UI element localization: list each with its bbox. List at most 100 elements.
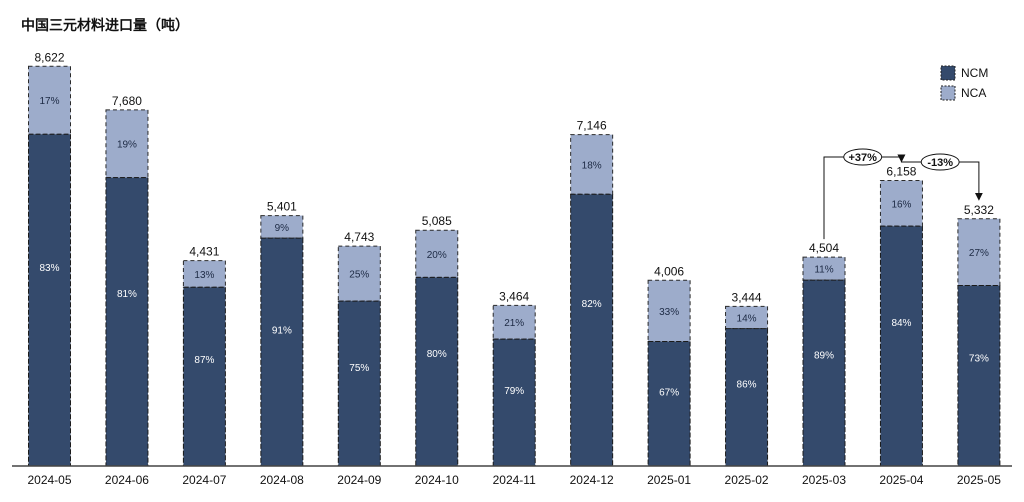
legend-item-nca: NCA [940,85,986,101]
nca-bar-2024-06 [105,109,149,179]
total-label: 7,146 [577,119,607,133]
bar-group-2025-03: 89% 11% 4,504 [802,241,846,467]
ncm-bar-2024-09 [337,300,381,467]
nca-share-label: 19% [117,140,137,151]
bar-group-2024-11: 79% 21% 3,464 [492,289,536,467]
nca-share-label: 11% [814,265,833,276]
nca-bar-2025-04 [879,179,923,227]
annotation-label: -13% [927,157,953,169]
nca-share-label: 33% [659,307,679,318]
total-label: 5,332 [964,203,994,217]
ncm-share-label: 83% [39,263,59,274]
total-label: 7,680 [112,94,142,108]
legend-swatch [940,85,956,101]
nca-share-label: 25% [349,270,369,281]
ncm-share-label: 82% [582,299,602,310]
legend: NCM NCA [940,65,988,101]
bar-group-2025-05: 73% 27% 5,332 [957,203,1001,467]
nca-bar-2024-10 [415,229,459,278]
ncm-share-label: 86% [737,380,757,391]
ncm-bar-2024-10 [415,276,459,467]
x-tick-label: 2024-07 [182,473,226,487]
nca-share-label: 14% [737,313,757,324]
annotation-bubble [843,148,883,166]
ncm-share-label: 80% [427,349,447,360]
total-label: 8,622 [34,50,64,64]
nca-bar-2024-12 [570,134,614,195]
bar-group-2024-09: 75% 25% 4,743 [337,230,381,467]
nca-bar-2024-07 [182,260,226,288]
annotation-0: +37% [823,148,906,240]
ncm-bar-2024-12 [570,193,614,467]
ncm-bar-2024-06 [105,177,149,467]
bar-group-2024-07: 87% 13% 4,431 [182,245,226,467]
total-label: 4,743 [344,230,374,244]
nca-bar-2025-05 [957,218,1001,287]
ncm-share-label: 67% [659,387,679,398]
x-tick-label: 2024-06 [105,473,149,487]
nca-bar-2024-09 [337,245,381,302]
x-tick-label: 2025-01 [647,473,691,487]
x-tick-label: 2024-09 [337,473,381,487]
ncm-bar-2024-07 [182,286,226,467]
bar-group-2024-06: 81% 19% 7,680 [105,94,149,467]
ncm-share-label: 91% [272,325,292,336]
legend-swatch [940,65,956,81]
nca-bar-2025-01 [647,279,691,343]
nca-share-label: 18% [582,160,602,171]
ncm-bar-2024-11 [492,338,536,467]
ncm-share-label: 84% [891,318,911,329]
nca-bar-2024-05 [28,65,71,135]
bar-group-2025-01: 67% 33% 4,006 [647,264,691,467]
x-tick-labels: 2024-05 2024-06 2024-07 2024-08 2024-09 2024-… [27,473,1001,487]
total-label: 5,401 [267,200,297,214]
ncm-bar-2025-05 [957,285,1001,467]
ncm-bar-2025-01 [647,341,691,467]
ncm-bar-2025-03 [802,279,846,467]
bar-group-2025-04: 84% 16% 6,158 [879,164,923,467]
legend-label: NCM [961,66,988,80]
ncm-bar-2025-02 [725,328,769,467]
x-tick-label: 2025-02 [725,473,769,487]
ncm-bar-2024-05 [28,133,71,467]
annotation-1: -13% [900,153,983,201]
bar-group-2024-10: 80% 20% 5,085 [415,214,459,467]
ncm-share-label: 73% [969,354,989,365]
nca-share-label: 20% [427,250,447,261]
bar-group-2024-08: 91% 9% 5,401 [260,200,304,467]
ncm-share-label: 87% [194,355,214,366]
annotation-label: +37% [848,152,877,164]
x-tick-label: 2024-12 [570,473,614,487]
total-label: 4,504 [809,241,839,255]
nca-share-label: 21% [504,318,524,329]
nca-bar-2024-11 [492,304,536,340]
total-label: 3,444 [732,290,762,304]
x-tick-label: 2025-04 [879,473,923,487]
total-label: 4,006 [654,264,684,278]
legend-label: NCA [961,86,986,100]
legend-item-ncm: NCM [940,65,988,81]
x-tick-label: 2025-05 [957,473,1001,487]
bar-group-2024-05: 83% 17% 8,622 [28,50,71,467]
total-label: 6,158 [886,164,916,178]
nca-share-label: 13% [194,270,214,281]
ncm-share-label: 79% [504,386,524,397]
total-label: 3,464 [499,289,529,303]
ncm-share-label: 81% [117,289,137,300]
total-label: 4,431 [189,245,219,259]
nca-share-label: 17% [39,96,59,107]
chart-title: 中国三元材料进口量（吨） [21,18,189,34]
ncm-share-label: 75% [349,363,369,374]
nca-share-label: 9% [275,223,290,234]
growth-annotations: +37% -13% [823,148,983,240]
x-tick-label: 2024-11 [493,473,536,487]
annotation-bubble [920,153,960,171]
bars-group: 83% 17% 8,622 81% 19% 7,680 87% 13% 4,431 91% 9% 5,… [28,50,1001,467]
x-tick-label: 2024-08 [260,473,304,487]
ncm-bar-2024-08 [260,237,304,467]
nca-share-label: 27% [969,248,989,259]
ncm-share-label: 89% [814,350,834,361]
bar-group-2025-02: 86% 14% 3,444 [725,290,769,467]
x-tick-label: 2024-10 [415,473,459,487]
